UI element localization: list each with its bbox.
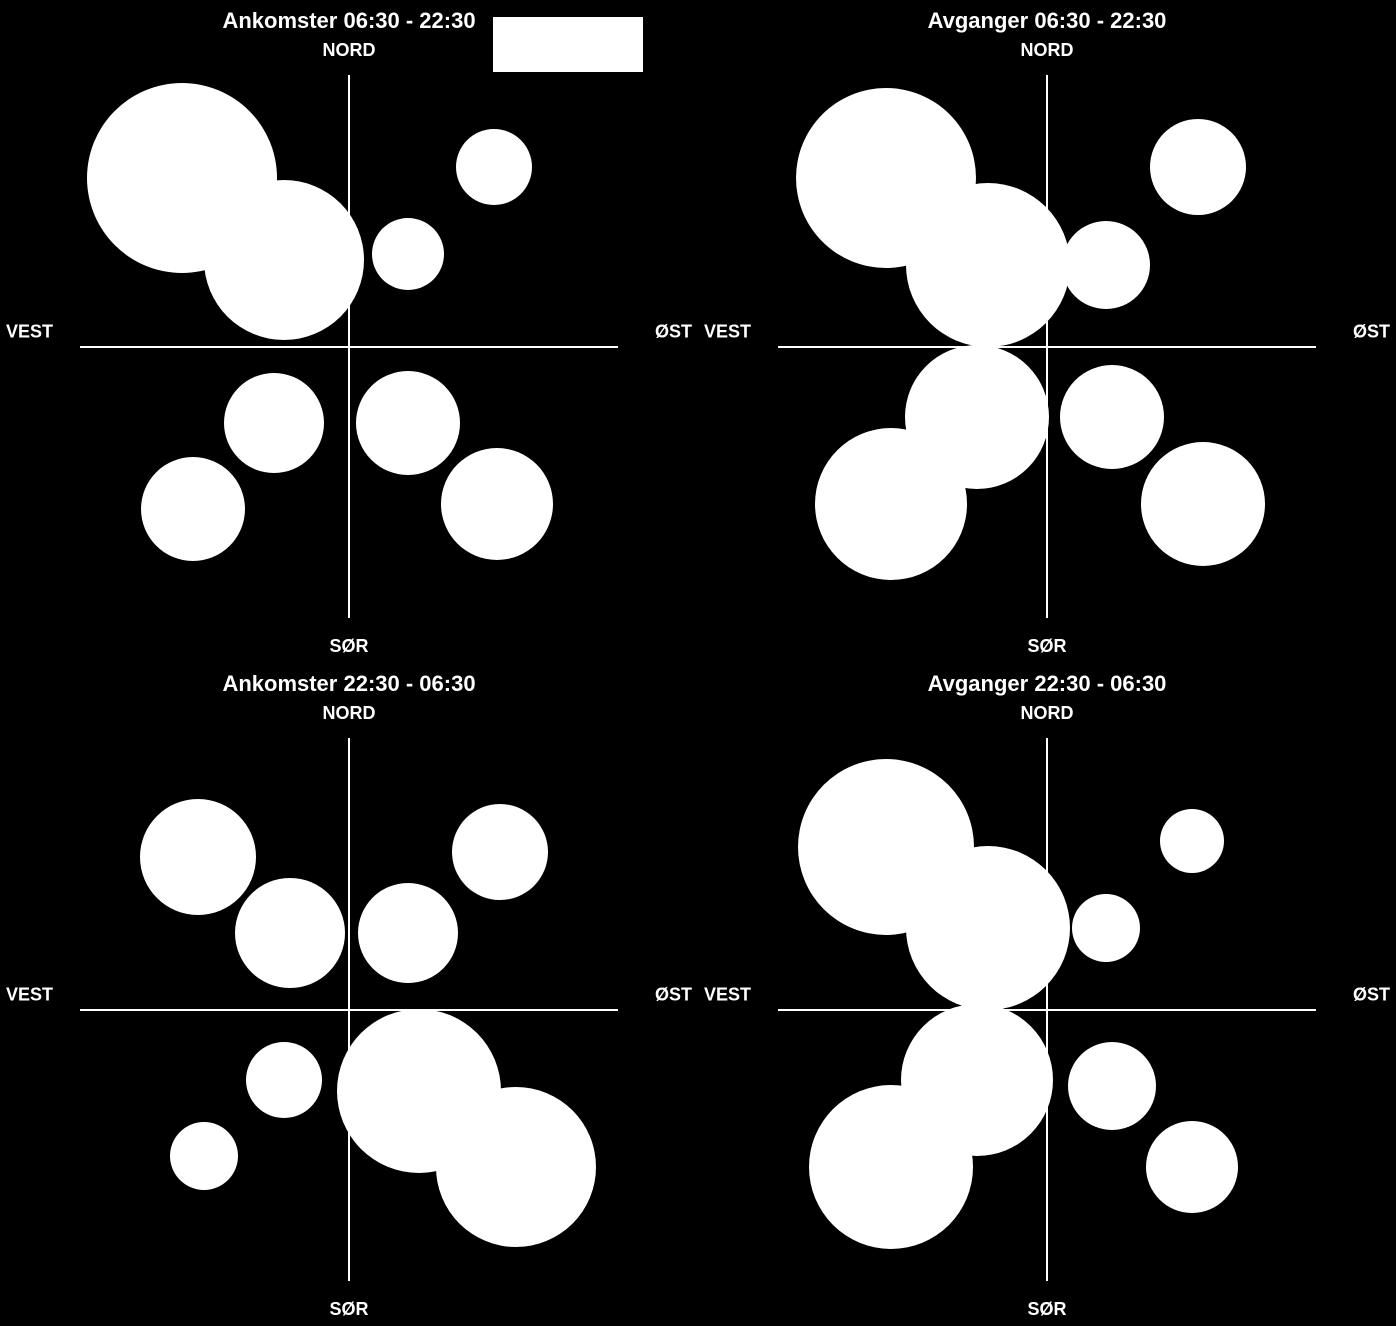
axis-label-north: NORD <box>698 40 1396 61</box>
bubble <box>452 804 548 900</box>
axis-label-north: NORD <box>0 703 698 724</box>
axis-label-south: SØR <box>698 1299 1396 1320</box>
axis-horizontal <box>80 346 618 348</box>
panel-title: Ankomster 22:30 - 06:30 <box>0 671 698 697</box>
chart-grid: Ankomster 06:30 - 22:30 NORD SØR VEST ØS… <box>0 0 1396 1326</box>
bubble <box>1150 119 1246 215</box>
axis-label-south: SØR <box>0 1299 698 1320</box>
bubble <box>1141 442 1265 566</box>
panel-title: Avganger 06:30 - 22:30 <box>698 8 1396 34</box>
axis-label-south: SØR <box>698 636 1396 657</box>
bubble <box>224 373 324 473</box>
axis-label-west: VEST <box>6 984 53 1005</box>
bubble <box>906 846 1070 1010</box>
bubble <box>809 1085 973 1249</box>
panel-avganger-night: Avganger 22:30 - 06:30 NORD SØR VEST ØST <box>698 663 1396 1326</box>
axis-label-west: VEST <box>704 984 751 1005</box>
chart-area <box>80 738 618 1281</box>
axis-label-north: NORD <box>698 703 1396 724</box>
axis-label-west: VEST <box>704 321 751 342</box>
bubble <box>235 878 345 988</box>
bubble <box>441 448 553 560</box>
chart-area <box>778 75 1316 618</box>
axis-horizontal <box>778 346 1316 348</box>
bubble <box>1160 809 1224 873</box>
panel-avganger-day: Avganger 06:30 - 22:30 NORD SØR VEST ØST <box>698 0 1396 663</box>
bubble <box>1068 1042 1156 1130</box>
bubble <box>1062 221 1150 309</box>
bubble <box>1060 365 1164 469</box>
bubble <box>436 1087 596 1247</box>
axis-label-west: VEST <box>6 321 53 342</box>
bubble <box>140 799 256 915</box>
bubble <box>906 183 1070 347</box>
bubble <box>372 218 444 290</box>
panel-ankomster-night: Ankomster 22:30 - 06:30 NORD SØR VEST ØS… <box>0 663 698 1326</box>
bubble <box>1146 1121 1238 1213</box>
bubble <box>246 1042 322 1118</box>
axis-label-east: ØST <box>655 321 692 342</box>
panel-ankomster-day: Ankomster 06:30 - 22:30 NORD SØR VEST ØS… <box>0 0 698 663</box>
bubble <box>170 1122 238 1190</box>
axis-label-south: SØR <box>0 636 698 657</box>
axis-label-east: ØST <box>1353 984 1390 1005</box>
chart-area <box>80 75 618 618</box>
legend-box <box>493 17 643 72</box>
bubble <box>141 457 245 561</box>
panel-title: Avganger 22:30 - 06:30 <box>698 671 1396 697</box>
chart-area <box>778 738 1316 1281</box>
bubble <box>204 180 364 340</box>
bubble <box>1072 894 1140 962</box>
bubble <box>358 883 458 983</box>
axis-horizontal <box>80 1009 618 1011</box>
bubble <box>456 129 532 205</box>
axis-horizontal <box>778 1009 1316 1011</box>
bubble <box>356 371 460 475</box>
axis-label-east: ØST <box>655 984 692 1005</box>
bubble <box>815 428 967 580</box>
axis-label-east: ØST <box>1353 321 1390 342</box>
